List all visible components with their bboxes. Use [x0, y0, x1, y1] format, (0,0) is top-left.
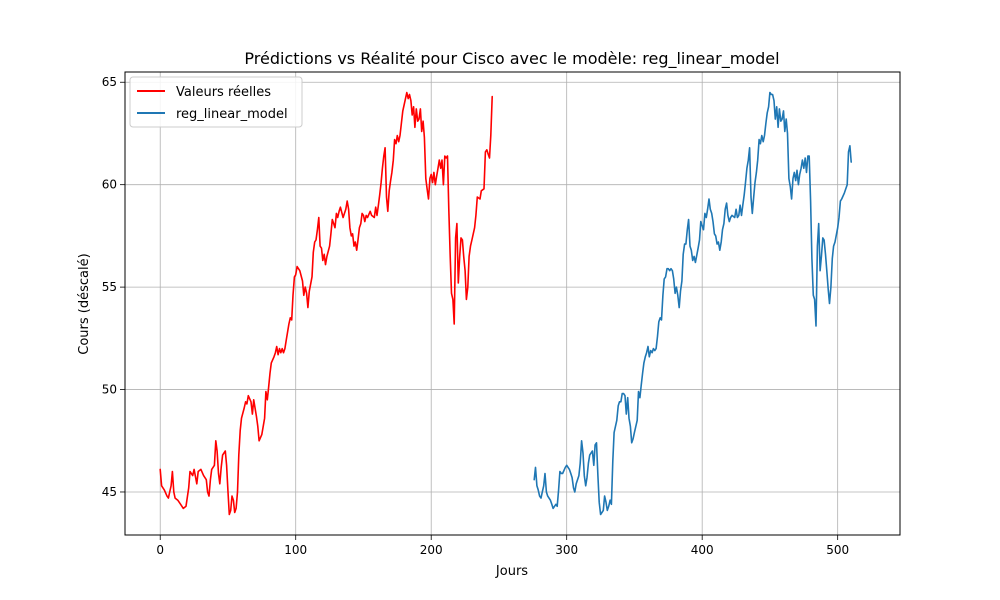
- x-axis-label: Jours: [495, 564, 528, 579]
- x-tick-label: 200: [420, 543, 443, 557]
- legend-label-valeurs-reelles: Valeurs réelles: [176, 85, 271, 100]
- legend: Valeurs réelles reg_linear_model: [129, 76, 303, 128]
- grid-lines: [125, 72, 900, 535]
- x-tick-label: 300: [555, 543, 578, 557]
- y-tick-label: 65: [102, 75, 117, 89]
- y-axis-label: Cours (déscalé): [77, 253, 92, 354]
- axis-ticks: 0 100 200 300 400 500 45 50 55 60 65: [102, 75, 849, 557]
- legend-label-reg-linear-model: reg_linear_model: [176, 107, 288, 122]
- plot-frame: [124, 71, 901, 536]
- y-tick-label: 55: [102, 280, 117, 294]
- x-tick-label: 0: [156, 543, 164, 557]
- plot-area: [125, 72, 900, 535]
- series-line-valeurs-reelles: [159, 91, 493, 516]
- series-line-reg-linear-model: [533, 91, 852, 516]
- series-lines: [159, 91, 852, 516]
- chart-title: Prédictions vs Réalité pour Cisco avec l…: [244, 49, 779, 69]
- legend-box: [129, 76, 303, 128]
- x-tick-label: 100: [284, 543, 307, 557]
- y-tick-label: 45: [102, 485, 117, 499]
- y-tick-label: 50: [102, 383, 117, 397]
- x-tick-label: 500: [826, 543, 849, 557]
- y-tick-label: 60: [102, 178, 117, 192]
- x-tick-label: 400: [691, 543, 714, 557]
